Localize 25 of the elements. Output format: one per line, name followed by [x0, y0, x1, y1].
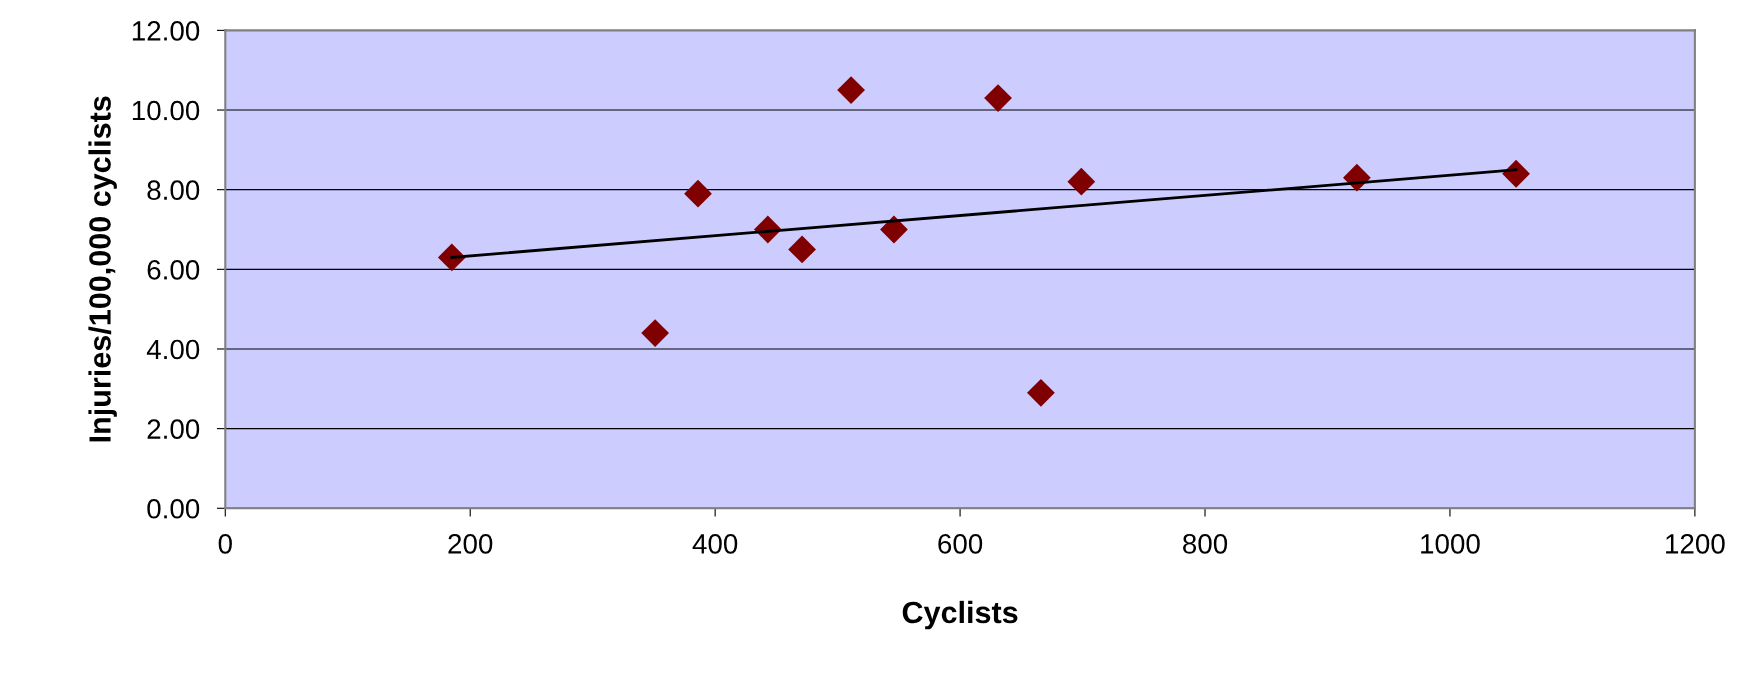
x-tick-label: 0 [218, 534, 232, 554]
point [1502, 159, 1530, 188]
y-tick-label: 6.00 [147, 259, 200, 280]
x-tick-label: 600 [938, 534, 983, 554]
y-tick-label: 0.00 [147, 498, 200, 519]
y-axis-title: Injuries/100,000 cyclists [88, 96, 117, 442]
point [641, 319, 670, 347]
point [788, 235, 816, 264]
y-tick-label: 4.00 [146, 339, 200, 360]
point [837, 76, 865, 104]
point [984, 84, 1012, 112]
point [684, 179, 712, 208]
x-tick-label: 1200 [1666, 534, 1725, 554]
y-tick-label: 12.00 [132, 21, 200, 41]
y-tick-label: 2.00 [147, 419, 200, 439]
y-tick-label: 8.00 [147, 180, 200, 201]
x-tick-label: 1000 [1421, 534, 1480, 554]
x-tick-label: 400 [692, 534, 738, 554]
point [880, 215, 908, 244]
point [1067, 167, 1096, 196]
x-axis-title: Cyclists [902, 600, 1018, 630]
x-tick-label: 800 [1183, 534, 1228, 554]
y-tick-label: 10.00 [132, 100, 200, 121]
point [1027, 378, 1055, 407]
x-tick-label: 200 [448, 534, 493, 554]
